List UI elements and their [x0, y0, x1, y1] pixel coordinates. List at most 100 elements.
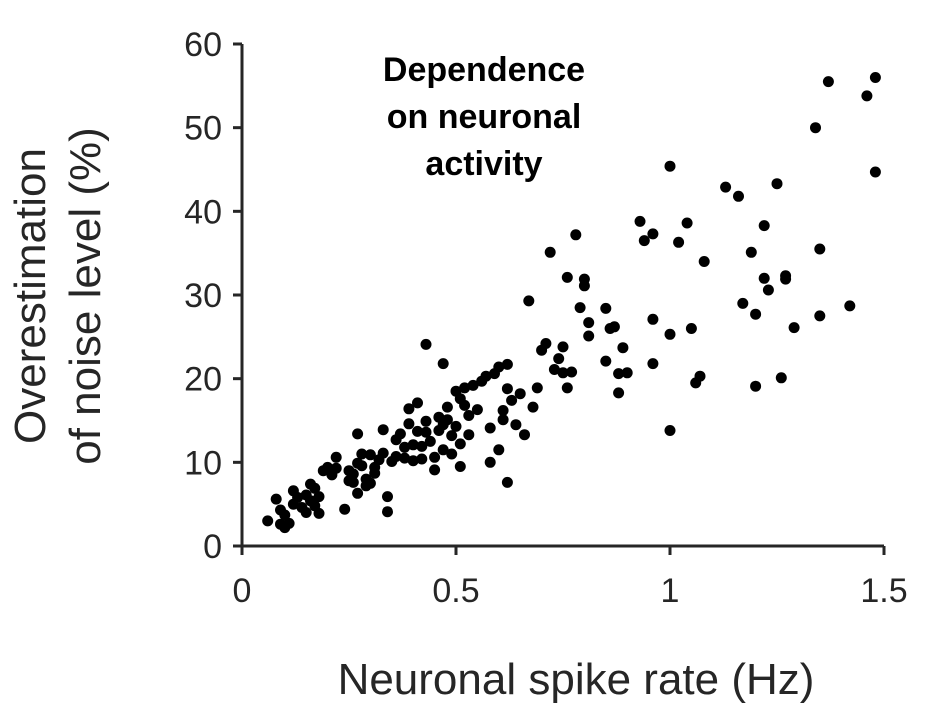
- data-point: [557, 341, 569, 353]
- data-point: [497, 405, 509, 416]
- data-point: [330, 462, 342, 474]
- data-point: [561, 382, 573, 394]
- data-point: [420, 338, 432, 350]
- data-point: [382, 506, 393, 518]
- data-point: [664, 160, 676, 172]
- data-point: [459, 382, 471, 394]
- data-point: [446, 430, 458, 442]
- data-point: [762, 284, 774, 296]
- data-point: [634, 215, 646, 227]
- data-point: [283, 517, 295, 529]
- data-point: [737, 297, 749, 309]
- data-point: [412, 397, 423, 409]
- data-point: [364, 449, 376, 461]
- data-point: [600, 355, 612, 367]
- data-point: [771, 178, 783, 190]
- data-point: [459, 399, 471, 411]
- data-point: [356, 448, 368, 460]
- data-point: [437, 444, 449, 456]
- data-point: [814, 243, 826, 255]
- data-point: [356, 460, 368, 472]
- y-tick-label: 60: [184, 26, 222, 64]
- data-point: [497, 414, 509, 426]
- annotation-block: Dependence on neuronal activity: [383, 51, 585, 183]
- data-point: [869, 72, 881, 83]
- data-point: [608, 321, 620, 333]
- data-point: [780, 273, 792, 285]
- data-point: [750, 380, 762, 392]
- data-points: [262, 72, 881, 534]
- data-point: [553, 353, 565, 365]
- data-point: [664, 425, 676, 436]
- data-point: [309, 482, 321, 494]
- data-point: [501, 476, 513, 488]
- data-point: [407, 439, 419, 451]
- data-point: [673, 236, 685, 248]
- data-point: [347, 468, 359, 480]
- data-point: [412, 425, 423, 437]
- data-point: [347, 476, 359, 488]
- data-point: [454, 438, 466, 450]
- data-point: [450, 420, 462, 432]
- data-point: [510, 419, 522, 431]
- data-point: [369, 467, 381, 479]
- data-point: [750, 308, 762, 320]
- x-tick-label: 0.5: [432, 572, 479, 610]
- data-point: [403, 403, 415, 415]
- data-point: [733, 190, 744, 202]
- data-point: [647, 228, 659, 240]
- data-point: [844, 300, 856, 312]
- data-point: [647, 313, 659, 325]
- axes: [233, 42, 886, 555]
- data-point: [364, 477, 376, 489]
- data-point: [279, 509, 291, 521]
- data-point: [720, 181, 732, 193]
- y-axis-title-line-1: Overestimation: [6, 148, 55, 444]
- data-point: [523, 295, 535, 307]
- x-tick-label: 1.5: [860, 572, 907, 610]
- data-point: [613, 387, 625, 399]
- data-point: [429, 451, 441, 463]
- data-point: [471, 404, 483, 416]
- data-point: [583, 330, 595, 342]
- data-point: [758, 220, 770, 232]
- data-point: [467, 379, 479, 391]
- data-point: [694, 370, 706, 382]
- data-point: [377, 424, 389, 436]
- data-point: [441, 401, 453, 413]
- data-point: [446, 448, 458, 460]
- data-point: [339, 503, 351, 515]
- data-point: [788, 322, 800, 334]
- data-point: [292, 492, 304, 503]
- tick-labels: 0 10 20 30 40 50 60 0 0.5 1 1.5: [184, 26, 907, 610]
- data-point: [399, 452, 411, 464]
- data-point: [861, 90, 873, 102]
- data-point: [262, 515, 274, 527]
- data-point: [506, 394, 518, 406]
- data-point: [647, 358, 659, 370]
- x-tick-label: 1: [661, 572, 680, 610]
- data-point: [424, 435, 436, 447]
- data-point: [437, 358, 449, 370]
- data-point: [463, 429, 475, 441]
- data-point: [638, 235, 650, 247]
- data-point: [570, 229, 582, 241]
- data-point: [407, 455, 419, 467]
- data-point: [377, 447, 389, 459]
- y-axis-title-line-2: of noise level (%): [61, 127, 110, 464]
- data-point: [664, 328, 676, 340]
- data-point: [493, 361, 505, 373]
- data-point: [869, 166, 881, 178]
- data-point: [527, 401, 539, 413]
- data-point: [548, 364, 560, 375]
- annotation-line-2: on neuronal: [387, 98, 582, 136]
- data-point: [578, 280, 590, 292]
- data-point: [758, 272, 770, 284]
- y-tick-label: 0: [203, 528, 222, 566]
- data-point: [566, 366, 578, 378]
- data-point: [698, 256, 710, 267]
- data-point: [441, 414, 453, 426]
- data-point: [685, 323, 697, 334]
- data-point: [613, 368, 625, 380]
